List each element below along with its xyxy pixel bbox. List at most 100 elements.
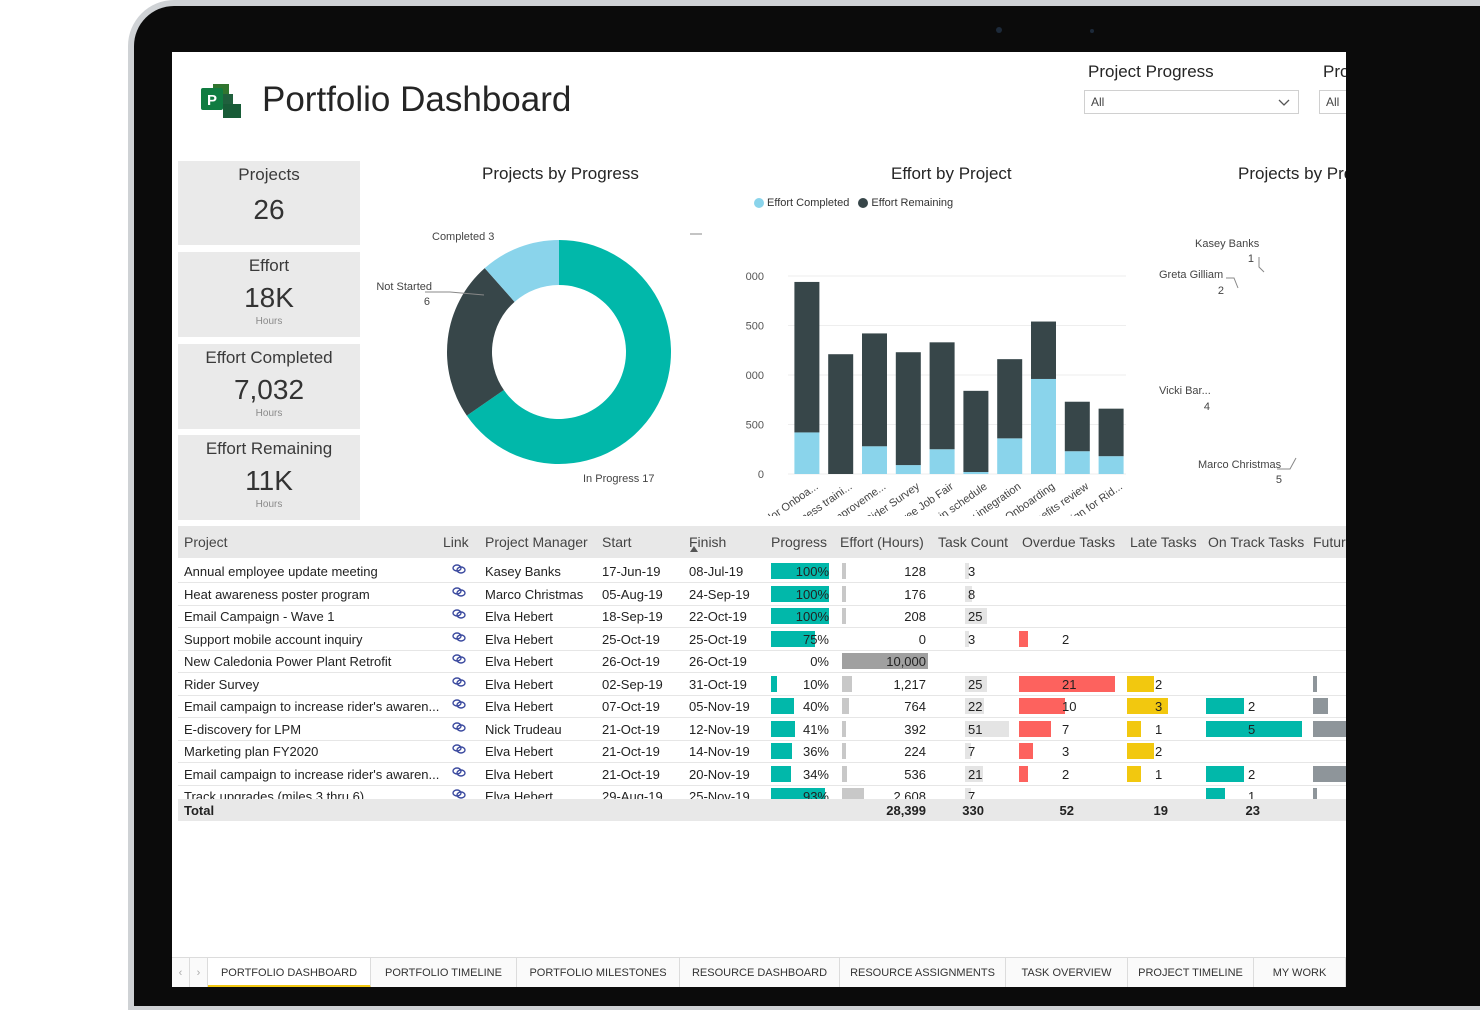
table-row[interactable]: Annual employee update meeting Kasey Bank… [178, 560, 1346, 583]
table-row[interactable]: Email campaign to increase rider's aware… [178, 695, 1346, 718]
bar-effort-completed[interactable] [929, 449, 955, 474]
column-header-task-count[interactable]: Task Count [938, 534, 1009, 550]
cell-task-count: 8 [968, 586, 976, 602]
late-bar [1127, 765, 1141, 782]
bar-effort-remaining[interactable] [929, 342, 955, 450]
svg-text:P: P [207, 92, 217, 109]
tab-scroll-left-icon[interactable]: ‹ [172, 958, 190, 987]
bar-effort-remaining[interactable] [1064, 401, 1090, 452]
progress-bar [771, 675, 777, 692]
table-row[interactable]: Heat awareness poster program Marco Chris… [178, 583, 1346, 606]
link-icon[interactable] [452, 766, 466, 777]
tab-task-overview[interactable]: TASK OVERVIEW [1006, 958, 1128, 987]
slice-label-name: Not Started [376, 281, 432, 293]
page-tabs: ‹ › PORTFOLIO DASHBOARD PORTFOLIO TIMELIN… [172, 957, 1346, 987]
tab-portfolio-dashboard[interactable]: PORTFOLIO DASHBOARD [208, 958, 371, 987]
link-icon[interactable] [452, 744, 466, 754]
future-bar [1313, 720, 1346, 737]
link-icon[interactable] [452, 609, 466, 619]
column-header-project[interactable]: Project [184, 534, 228, 550]
table-row[interactable]: Rider Survey Elva Hebert 02-Sep-19 31-Oct-1… [178, 673, 1346, 696]
slicer-project-progress-dropdown[interactable]: All [1084, 90, 1299, 114]
bar-effort-completed[interactable] [1098, 456, 1124, 474]
table-body[interactable]: Annual employee update meeting Kasey Bank… [172, 560, 1346, 799]
column-header-start[interactable]: Start [602, 534, 632, 550]
column-header-project-manager[interactable]: Project Manager [485, 534, 588, 550]
tab-portfolio-timeline[interactable]: PORTFOLIO TIMELINE [371, 958, 517, 987]
bar-effort-completed[interactable] [794, 432, 820, 474]
link-icon[interactable] [452, 676, 466, 687]
bar-effort-remaining[interactable] [828, 354, 854, 474]
bar-effort-remaining[interactable] [963, 390, 989, 473]
tab-portfolio-milestones[interactable]: PORTFOLIO MILESTONES [517, 958, 680, 987]
column-header-late-tasks[interactable]: Late Tasks [1130, 534, 1197, 550]
cell-on-track-tasks: 2 [1248, 766, 1256, 782]
kpi-value: 11K [245, 465, 293, 496]
cell-effort: 176 [904, 586, 926, 602]
kpi-card-projects: Projects 26 [178, 161, 360, 245]
task-count-bar [965, 788, 972, 799]
bar-effort-completed[interactable] [862, 446, 887, 474]
legend-label: Effort Remaining [871, 197, 954, 209]
bar-effort-completed[interactable] [895, 465, 921, 474]
bar-effort-remaining[interactable] [997, 359, 1023, 439]
link-icon[interactable] [452, 586, 466, 597]
table-row[interactable]: New Caledonia Power Plant Retrofit Elva H… [178, 650, 1346, 673]
cell-project: Annual employee update meeting [184, 564, 378, 579]
slicer-second-dropdown[interactable]: All [1319, 90, 1346, 114]
progress-bar [771, 788, 825, 799]
tab-my-work[interactable]: MY WORK [1254, 958, 1346, 987]
link-icon[interactable] [452, 721, 466, 732]
cell-effort: 128 [904, 564, 926, 579]
column-header-future[interactable]: Futur [1313, 534, 1346, 550]
cell-project-manager: Nick Trudeau [485, 721, 562, 737]
column-header-on-track-tasks[interactable]: On Track Tasks [1208, 534, 1305, 550]
column-header-finish[interactable]: Finish [689, 534, 727, 550]
link-icon[interactable] [452, 789, 466, 799]
tab-scroll-right-icon[interactable]: › [190, 958, 208, 987]
column-header-overdue-tasks[interactable]: Overdue Tasks [1022, 534, 1116, 550]
kpi-label: Effort Completed [205, 348, 333, 367]
donut-slice-not-started[interactable] [447, 268, 515, 416]
tab-resource-dashboard[interactable]: RESOURCE DASHBOARD [680, 958, 840, 987]
bar-effort-completed[interactable] [997, 438, 1023, 474]
bar-effort-remaining[interactable] [862, 333, 887, 447]
effort-bar [842, 585, 846, 602]
table-row[interactable]: Email Campaign - Wave 1 Elva Hebert 18-Sep… [178, 605, 1346, 628]
column-header-effort[interactable]: Effort (Hours) [840, 534, 924, 550]
bar-effort-completed[interactable] [963, 472, 989, 474]
cell-project: New Caledonia Power Plant Retrofit [184, 654, 392, 669]
bar-effort-completed[interactable] [1064, 451, 1090, 474]
donut-slice-in-progress[interactable] [466, 240, 671, 464]
tab-project-timeline[interactable]: PROJECT TIMELINE [1128, 958, 1254, 987]
donut-slice-completed[interactable] [484, 240, 559, 302]
link-icon[interactable] [452, 699, 466, 709]
cell-project-manager: Elva Hebert [485, 699, 553, 714]
link-icon[interactable] [452, 564, 466, 574]
progress-bar [771, 563, 829, 579]
table-row[interactable]: E-discovery for LPM Nick Trudeau 21-Oct-19… [178, 718, 1346, 741]
cell-on-track-tasks: 1 [1248, 789, 1256, 799]
task-count-bar [965, 608, 987, 624]
link-icon[interactable] [452, 654, 466, 664]
table-row[interactable]: Track upgrades (miles 3 thru 6) Elva Hebe… [178, 785, 1346, 799]
pie-chart-projects-by-pm[interactable]: Kasey Banks 1 Greta Gilliam 2 Vicki Bar.… [1142, 222, 1346, 502]
column-header-link[interactable]: Link [443, 534, 469, 550]
bar-effort-remaining[interactable] [794, 281, 820, 433]
tab-resource-assignments[interactable]: RESOURCE ASSIGNMENTS [840, 958, 1006, 987]
link-icon[interactable] [452, 631, 466, 642]
kpi-card-effort-remaining: Effort Remaining 11K Hours [178, 435, 360, 520]
effort-bar [842, 765, 847, 782]
table-row[interactable]: Support mobile account inquiry Elva Heber… [178, 628, 1346, 651]
cell-project-manager: Elva Hebert [485, 789, 553, 799]
cell-effort: 224 [904, 744, 926, 759]
donut-chart-projects-by-progress[interactable]: Not Started 6 Completed 3 In Progress 17 [362, 222, 702, 497]
bar-effort-completed[interactable] [1031, 378, 1056, 474]
table-row[interactable]: Email campaign to increase rider's aware… [178, 763, 1346, 786]
bar-effort-remaining[interactable] [1098, 408, 1124, 457]
bar-effort-remaining[interactable] [1031, 321, 1056, 379]
table-row[interactable]: Marketing plan FY2020 Elva Hebert 21-Oct-1… [178, 740, 1346, 763]
bar-effort-remaining[interactable] [895, 352, 921, 466]
column-header-progress[interactable]: Progress [771, 534, 828, 550]
